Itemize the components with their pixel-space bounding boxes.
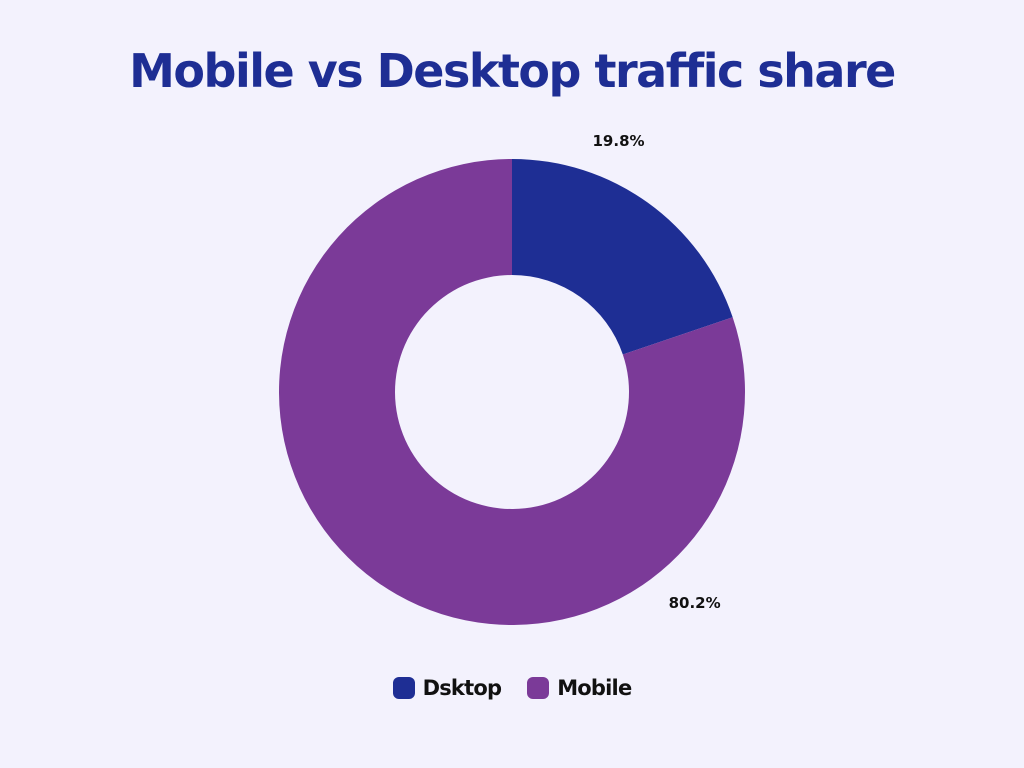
slice-label-mobile: 80.2% <box>669 594 721 612</box>
legend-label: Dsktop <box>422 676 502 700</box>
donut-slice-dsktop <box>512 159 733 355</box>
legend-swatch <box>392 677 415 699</box>
chart-title: Mobile vs Desktop traffic share <box>129 44 896 98</box>
legend-item-dsktop: Dsktop <box>392 676 502 700</box>
legend-item-mobile: Mobile <box>527 676 632 700</box>
donut-slices <box>279 159 745 626</box>
legend-swatch <box>527 677 550 699</box>
donut-slice-mobile <box>279 159 745 626</box>
slice-label-dsktop: 19.8% <box>593 132 645 150</box>
slice-labels: 19.8% 80.2% <box>593 132 721 612</box>
chart-legend: Dsktop Mobile <box>0 676 1024 700</box>
legend-label: Mobile <box>557 676 632 700</box>
